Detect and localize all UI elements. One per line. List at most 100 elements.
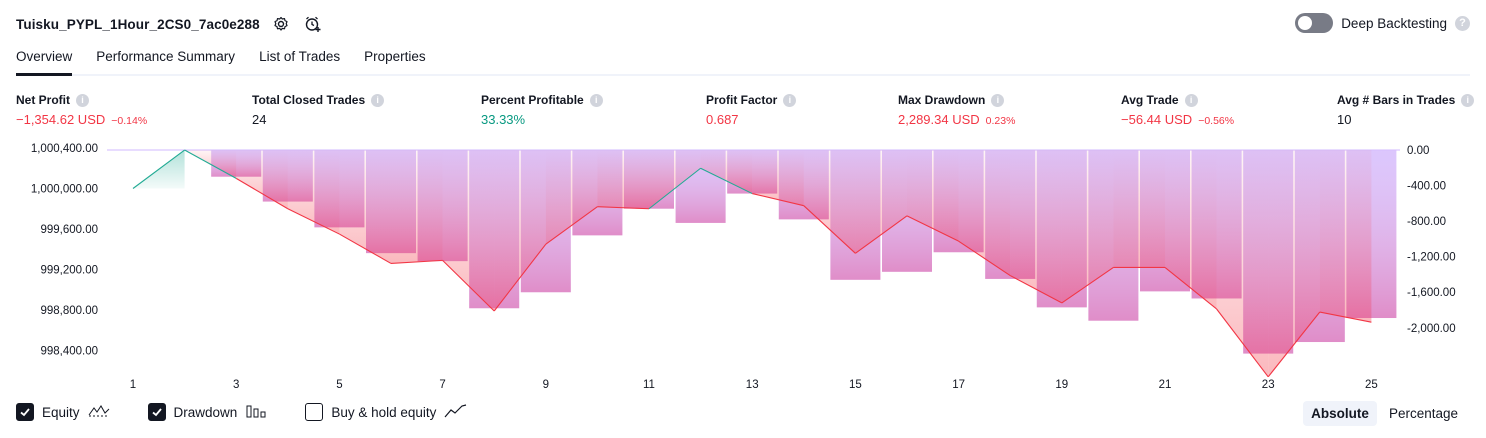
equity-line-segment bbox=[597, 206, 650, 210]
equity-line-segment bbox=[390, 259, 443, 264]
tab-performance-summary[interactable]: Performance Summary bbox=[96, 49, 236, 64]
y-left-tick-label: 1,000,400.00 bbox=[31, 143, 98, 155]
y-left-tick-label: 998,400.00 bbox=[40, 346, 98, 358]
info-icon[interactable]: i bbox=[1184, 93, 1198, 107]
info-icon[interactable]: i bbox=[589, 93, 603, 107]
equity-line-segment bbox=[132, 149, 185, 189]
x-tick-label: 15 bbox=[849, 379, 862, 391]
equity-line-segment bbox=[700, 167, 753, 195]
drawdown-bar-shade bbox=[1088, 150, 1139, 321]
equity-line-segment bbox=[1216, 308, 1269, 378]
stat-value: 24 bbox=[252, 112, 267, 127]
drawdown-bar-shade bbox=[1191, 150, 1242, 299]
equity-line-segment bbox=[339, 233, 392, 264]
add-alert-icon[interactable] bbox=[302, 13, 324, 35]
x-tick-label: 21 bbox=[1159, 379, 1172, 391]
equity-label: Equity bbox=[42, 404, 80, 420]
equity-line-segment bbox=[1319, 311, 1372, 323]
drawdown-bar-shade bbox=[985, 150, 1036, 279]
stat-percent: −0.56% bbox=[1198, 115, 1235, 127]
stat-label: Max Drawdown bbox=[898, 93, 986, 107]
equity-line-segment bbox=[184, 149, 237, 179]
drawdown-bar-shade bbox=[417, 150, 468, 262]
stat-profit-factor: Profit Factor i 0.687 bbox=[706, 93, 797, 127]
drawdown-bar-shade bbox=[675, 150, 726, 223]
x-tick-label: 1 bbox=[130, 379, 136, 391]
stat-value: 0.687 bbox=[706, 112, 739, 127]
stat-value: 2,289.34 USD bbox=[898, 112, 980, 127]
equity-line-segment bbox=[493, 243, 547, 312]
drawdown-bar-shade bbox=[314, 150, 365, 228]
drawdown-checkbox[interactable]: Drawdown bbox=[147, 403, 268, 421]
stat-label: Avg Trade bbox=[1121, 93, 1179, 107]
drawdown-bar-shade bbox=[262, 150, 313, 202]
stat-label: Net Profit bbox=[16, 93, 70, 107]
percentage-button[interactable]: Percentage bbox=[1388, 406, 1458, 421]
stat-label: Avg # Bars in Trades bbox=[1337, 93, 1456, 107]
x-tick-label: 11 bbox=[643, 379, 655, 391]
stat-value: 10 bbox=[1337, 112, 1352, 127]
info-icon[interactable]: i bbox=[371, 93, 385, 107]
drawdown-bar-shade bbox=[882, 150, 932, 272]
stats-row: Net Profit i −1,354.62 USD −0.14% Total Cl… bbox=[16, 93, 1475, 129]
x-tick-label: 19 bbox=[1055, 379, 1068, 391]
y-right-tick-label: 0.00 bbox=[1407, 145, 1429, 157]
buy-hold-checkbox[interactable]: Buy & hold equity bbox=[305, 403, 468, 421]
checkbox-unchecked[interactable] bbox=[305, 403, 324, 421]
stat-max-drawdown: Max Drawdown i 2,289.34 USD 0.23% bbox=[898, 93, 1015, 127]
drawdown-icon bbox=[245, 404, 267, 421]
drawdown-bar-shade bbox=[469, 150, 520, 309]
tab-overview[interactable]: Overview bbox=[16, 44, 73, 76]
stat-label: Percent Profitable bbox=[481, 93, 584, 107]
stat-percent: −0.14% bbox=[111, 115, 148, 127]
x-tick-label: 5 bbox=[336, 379, 342, 391]
y-left-tick-label: 998,800.00 bbox=[40, 305, 98, 317]
equity-line-segment bbox=[1267, 311, 1321, 378]
settings-icon[interactable] bbox=[270, 13, 292, 35]
drawdown-bar-shade bbox=[1243, 150, 1294, 354]
equity-icon bbox=[88, 404, 110, 421]
drawdown-bar-shade bbox=[572, 150, 623, 236]
equity-line-segment bbox=[235, 177, 289, 210]
checkbox-checked[interactable] bbox=[147, 403, 166, 421]
y-left-tick-label: 999,600.00 bbox=[40, 224, 98, 236]
stat-value: 33.33% bbox=[481, 112, 526, 127]
drawdown-bar-shade bbox=[1036, 150, 1087, 308]
stat-value: −56.44 USD bbox=[1121, 112, 1193, 127]
x-tick-label: 13 bbox=[746, 379, 759, 391]
x-tick-label: 17 bbox=[952, 379, 965, 391]
drawdown-bar-shade bbox=[933, 150, 984, 253]
strategy-name: Tuisku_PYPL_1Hour_2CS0_7ac0e288 bbox=[16, 16, 260, 32]
checkbox-checked[interactable] bbox=[16, 403, 34, 421]
info-icon[interactable]: i bbox=[991, 93, 1005, 107]
info-icon[interactable]: i bbox=[1461, 93, 1475, 107]
drawdown-bar-shade bbox=[1140, 150, 1190, 292]
equity-line-segment bbox=[1009, 275, 1063, 304]
info-icon[interactable]: i bbox=[783, 93, 797, 107]
deep-backtesting-label: Deep Backtesting bbox=[1341, 15, 1447, 31]
equity-line-segment bbox=[803, 205, 856, 254]
deep-backtesting-toggle[interactable] bbox=[1295, 13, 1334, 33]
y-right-tick-label: -800.00 bbox=[1407, 216, 1446, 228]
x-tick-label: 9 bbox=[543, 379, 549, 391]
stat-label: Profit Factor bbox=[706, 93, 778, 107]
help-icon[interactable]: ? bbox=[1455, 15, 1470, 31]
tab-list-of-trades[interactable]: List of Trades bbox=[259, 49, 341, 64]
strategy-header: Tuisku_PYPL_1Hour_2CS0_7ac0e288 bbox=[16, 12, 324, 36]
info-icon[interactable]: i bbox=[76, 93, 89, 107]
x-tick-label: 3 bbox=[233, 379, 239, 391]
equity-line-segment bbox=[648, 167, 701, 210]
stat-percent: 0.23% bbox=[985, 115, 1016, 127]
equity-drawdown-chart[interactable]: 1,000,400.00 1,000,000.00 999,600.00 999,20… bbox=[0, 138, 1486, 398]
tab-properties[interactable]: Properties bbox=[364, 49, 426, 64]
stat-value: −1,354.62 USD bbox=[16, 112, 106, 127]
x-tick-label: 7 bbox=[439, 379, 445, 391]
y-right-tick-label: -400.00 bbox=[1407, 181, 1446, 193]
stat-avg-trade: Avg Trade i −56.44 USD −0.56% bbox=[1121, 93, 1234, 127]
absolute-button[interactable]: Absolute bbox=[1303, 401, 1377, 426]
stat-label: Total Closed Trades bbox=[252, 93, 366, 107]
equity-checkbox[interactable]: Equity bbox=[16, 403, 110, 421]
stat-percent-profitable: Percent Profitable i 33.33% bbox=[481, 93, 603, 127]
equity-line-segment bbox=[1061, 267, 1114, 304]
x-tick-label: 23 bbox=[1262, 379, 1275, 391]
